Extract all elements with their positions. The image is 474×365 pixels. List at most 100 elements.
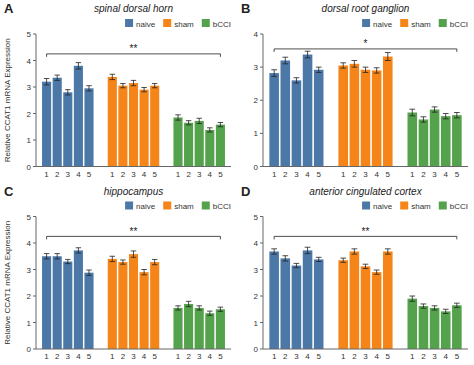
x-tick-label: 5 [152, 170, 157, 179]
legend-label: sham [174, 20, 194, 29]
x-tick-label: 3 [363, 352, 368, 361]
y-tick-label: 5 [254, 213, 259, 222]
bar [216, 125, 225, 167]
bar [408, 299, 418, 349]
y-tick-label: 1 [27, 136, 32, 145]
panel-label: B [241, 1, 250, 16]
panel-label: A [4, 1, 14, 16]
bar [350, 251, 360, 349]
error-bar [65, 259, 70, 263]
legend-label: bCCI [213, 20, 231, 29]
y-tick-label: 3 [254, 266, 259, 275]
title: spinal dorsal horn [94, 3, 173, 14]
x-axis [263, 166, 468, 167]
x-tick-label: 1 [44, 170, 49, 179]
x-tick-label: 2 [352, 352, 357, 361]
x-tick-label: 1 [410, 170, 415, 179]
error-bar [141, 270, 146, 275]
y-tick-label: 5 [27, 30, 32, 39]
title: hippocampus [104, 186, 163, 197]
x-tick-label: 1 [410, 352, 415, 361]
bar [74, 66, 83, 167]
x-tick-label: 5 [87, 352, 92, 361]
error-bar [76, 248, 81, 253]
x-tick-label: 3 [363, 170, 368, 179]
bar [195, 308, 204, 349]
error-bar [218, 307, 223, 311]
error-bar [76, 63, 81, 69]
page: {"chart_data": [ {"type": "bar", "label"… [0, 0, 474, 365]
plot-area [42, 63, 225, 167]
significance-text: * [364, 38, 368, 49]
significance-text: ** [130, 226, 138, 237]
bar [441, 311, 451, 349]
x-axis [36, 166, 231, 167]
legend: naiveshambCCI [362, 19, 468, 29]
error-bar [110, 74, 115, 79]
error-bar [374, 68, 380, 73]
x-tick-label: 1 [272, 170, 277, 179]
bar [419, 306, 429, 349]
error-bar [351, 249, 357, 254]
error-bar [196, 306, 201, 310]
x-tick-label: 2 [55, 352, 60, 361]
x-tick-label: 4 [305, 170, 310, 179]
x-tick-label: 5 [455, 170, 460, 179]
error-bar [294, 263, 300, 267]
bar [383, 251, 393, 349]
error-bar [443, 309, 449, 313]
x-tick-label: 2 [283, 170, 288, 179]
bar [108, 259, 117, 349]
x-tick-label: 4 [374, 170, 379, 179]
y-tick-label: 2 [254, 96, 259, 105]
panel: ChippocampusRelative CCAT1 mRNA Expressi… [3, 184, 231, 362]
significance-text: ** [362, 226, 370, 237]
bar [350, 64, 360, 167]
bar [314, 70, 324, 167]
legend-label: naive [136, 20, 156, 29]
x-tick-label: 2 [121, 352, 126, 361]
legend-swatch [439, 202, 447, 210]
legend-label: bCCI [213, 202, 231, 211]
bar [195, 121, 204, 167]
x-axis [263, 349, 468, 350]
x-tick-label: 2 [186, 352, 191, 361]
error-bar [432, 107, 438, 112]
legend-swatch [202, 202, 210, 210]
y-axis [36, 34, 37, 167]
title: anterior cingulated cortex [309, 186, 422, 197]
bar [269, 73, 279, 166]
panel-label: D [241, 184, 250, 199]
legend-swatch [400, 202, 408, 210]
bar [150, 86, 159, 167]
panel-label: C [4, 184, 14, 199]
y-tick-label: 2 [254, 292, 259, 301]
bar [129, 83, 138, 166]
error-bar [294, 78, 300, 83]
bar [63, 262, 72, 349]
error-bar [454, 303, 460, 307]
bar [338, 65, 348, 166]
x-tick-label: 5 [455, 352, 460, 361]
error-bar [175, 306, 180, 310]
bar [216, 309, 225, 349]
error-bar [454, 113, 460, 118]
x-tick-label: 4 [443, 170, 448, 179]
bar [184, 123, 193, 167]
x-tick-label: 1 [272, 352, 277, 361]
error-bar [86, 86, 91, 91]
x-tick-label: 2 [352, 170, 357, 179]
bar [361, 70, 371, 167]
bar [338, 260, 348, 349]
bar [184, 304, 193, 349]
error-bar [218, 123, 223, 127]
bar [74, 250, 83, 349]
bar [292, 266, 302, 349]
x-tick-label: 4 [142, 352, 147, 361]
error-bar [363, 67, 369, 72]
bar [269, 251, 279, 349]
legend-label: bCCI [450, 20, 468, 29]
bar [84, 273, 93, 349]
legend-label: bCCI [450, 202, 468, 211]
legend: naiveshambCCI [362, 202, 468, 212]
